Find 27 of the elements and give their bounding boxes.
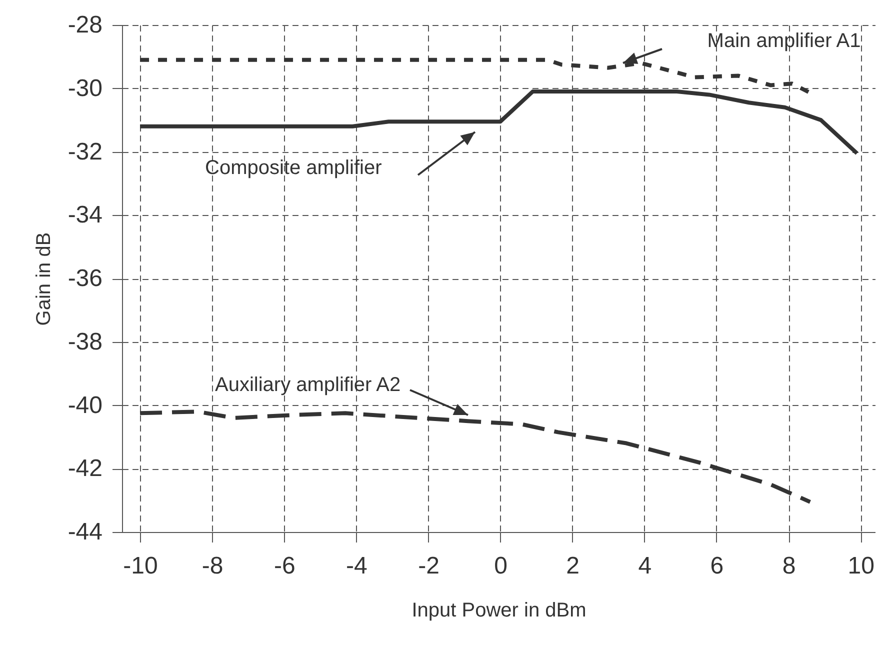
line-series (138, 90, 859, 156)
y-tick-label: -32 (68, 138, 102, 166)
line-series (138, 410, 812, 504)
series-label: Auxiliary amplifier A2 (215, 374, 401, 396)
x-tick-label: 8 (782, 552, 796, 580)
y-tick-label: -42 (68, 455, 102, 482)
x-tick-label: -8 (202, 552, 224, 580)
x-tick-label: 6 (710, 552, 724, 580)
series-label: Composite amplifier (205, 157, 382, 179)
x-tick-label: -2 (418, 552, 440, 580)
y-tick-label: -36 (68, 265, 102, 292)
y-tick-label: -30 (68, 74, 102, 102)
y-tick-label: -34 (68, 202, 102, 229)
y-tick-label: -28 (68, 12, 102, 38)
x-tick-label: 2 (566, 552, 580, 580)
y-tick-label: -38 (68, 328, 102, 356)
x-tick-label: 4 (638, 552, 652, 580)
x-axis-title: Input Power in dBm (412, 600, 586, 622)
y-tick-label: -40 (68, 392, 102, 419)
x-tick-label: -10 (123, 552, 158, 580)
x-tick-label: 10 (848, 552, 874, 580)
x-tick-label: -4 (346, 552, 368, 580)
x-tick-label: -6 (274, 552, 296, 580)
x-tick-label: 0 (494, 552, 508, 580)
series-label: Main amplifier A1 (707, 30, 861, 52)
y-axis-title: Gain in dB (32, 232, 55, 326)
y-tick-label: -44 (68, 518, 102, 546)
